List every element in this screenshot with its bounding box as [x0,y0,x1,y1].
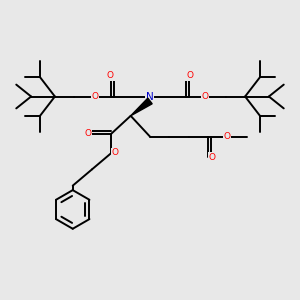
Text: O: O [209,153,216,162]
Text: N: N [146,92,154,101]
Text: O: O [85,129,92,138]
Text: O: O [112,148,119,158]
Text: O: O [92,92,98,101]
Text: O: O [224,132,231,141]
Text: O: O [186,71,193,80]
Polygon shape [131,98,152,116]
Text: O: O [202,92,208,101]
Text: O: O [107,71,114,80]
